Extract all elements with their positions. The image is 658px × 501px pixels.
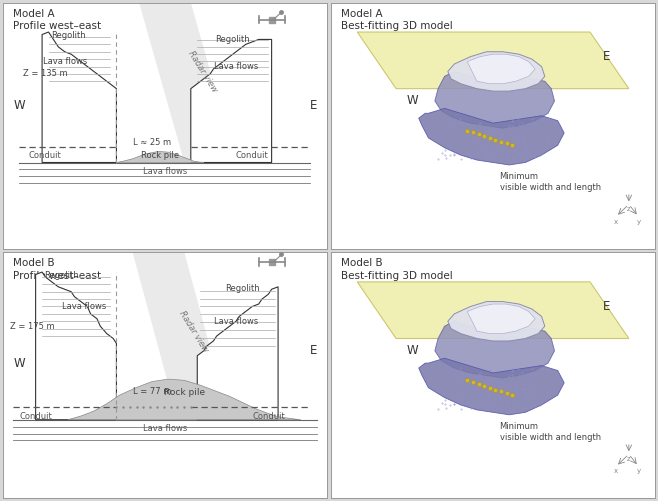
Polygon shape xyxy=(191,40,272,162)
Text: Lava flows: Lava flows xyxy=(214,62,258,71)
Text: Lava flows: Lava flows xyxy=(143,167,187,176)
Text: Best-fitting 3D model: Best-fitting 3D model xyxy=(341,21,453,31)
Text: Model A: Model A xyxy=(13,9,55,19)
Text: z: z xyxy=(627,206,630,212)
Text: Radar view: Radar view xyxy=(186,49,218,94)
Text: Model A: Model A xyxy=(341,9,383,19)
Polygon shape xyxy=(116,151,204,162)
Text: Conduit: Conduit xyxy=(252,412,285,421)
Text: Profile west–east: Profile west–east xyxy=(13,271,101,281)
Polygon shape xyxy=(435,321,555,378)
Polygon shape xyxy=(448,52,545,91)
Text: z: z xyxy=(627,456,630,462)
Text: Regolith: Regolith xyxy=(225,284,260,293)
Text: visible width and length: visible width and length xyxy=(499,183,601,192)
Text: Rock pile: Rock pile xyxy=(164,388,205,397)
Text: E: E xyxy=(603,300,610,313)
Text: E: E xyxy=(310,99,317,112)
Text: Regolith: Regolith xyxy=(216,35,250,44)
Polygon shape xyxy=(197,287,278,420)
Text: x: x xyxy=(614,468,618,474)
Text: Z = 135 m: Z = 135 m xyxy=(23,69,68,78)
Polygon shape xyxy=(139,3,236,162)
Polygon shape xyxy=(357,32,629,89)
Text: x: x xyxy=(614,218,618,224)
Text: E: E xyxy=(603,50,610,63)
Text: Lava flows: Lava flows xyxy=(43,57,87,66)
Text: W: W xyxy=(14,357,25,370)
Polygon shape xyxy=(133,253,230,420)
Polygon shape xyxy=(418,108,564,165)
Text: W: W xyxy=(407,95,418,108)
Polygon shape xyxy=(467,304,535,334)
Text: Regolith: Regolith xyxy=(44,271,79,280)
Polygon shape xyxy=(467,54,535,84)
Polygon shape xyxy=(448,302,545,341)
Text: visible width and length: visible width and length xyxy=(499,433,601,442)
Text: Regolith: Regolith xyxy=(51,31,86,40)
Text: Model B: Model B xyxy=(341,259,383,269)
Text: W: W xyxy=(14,99,25,112)
Polygon shape xyxy=(435,72,555,128)
Text: Lava flows: Lava flows xyxy=(143,424,187,433)
Text: Minimum: Minimum xyxy=(499,422,538,431)
Polygon shape xyxy=(418,358,564,415)
Text: Z = 175 m: Z = 175 m xyxy=(10,322,55,331)
Polygon shape xyxy=(42,32,116,162)
Text: E: E xyxy=(310,344,317,357)
Text: W: W xyxy=(407,344,418,357)
Text: Conduit: Conduit xyxy=(29,151,62,160)
Text: L ≈ 25 m: L ≈ 25 m xyxy=(133,138,170,147)
Text: Conduit: Conduit xyxy=(236,151,268,160)
Text: y: y xyxy=(636,468,641,474)
Text: Rock pile: Rock pile xyxy=(141,151,179,160)
Text: L = 77 m: L = 77 m xyxy=(133,387,171,396)
Text: Radar view: Radar view xyxy=(178,309,211,353)
Text: Model B: Model B xyxy=(13,259,55,269)
Polygon shape xyxy=(357,282,629,339)
Text: Lava flows: Lava flows xyxy=(62,302,106,311)
Polygon shape xyxy=(36,272,116,420)
Text: Minimum: Minimum xyxy=(499,172,538,181)
Text: Profile west–east: Profile west–east xyxy=(13,21,101,31)
Text: Conduit: Conduit xyxy=(19,412,52,421)
Polygon shape xyxy=(68,379,301,420)
Text: Best-fitting 3D model: Best-fitting 3D model xyxy=(341,271,453,281)
Text: y: y xyxy=(636,218,641,224)
Text: Lava flows: Lava flows xyxy=(214,317,258,326)
